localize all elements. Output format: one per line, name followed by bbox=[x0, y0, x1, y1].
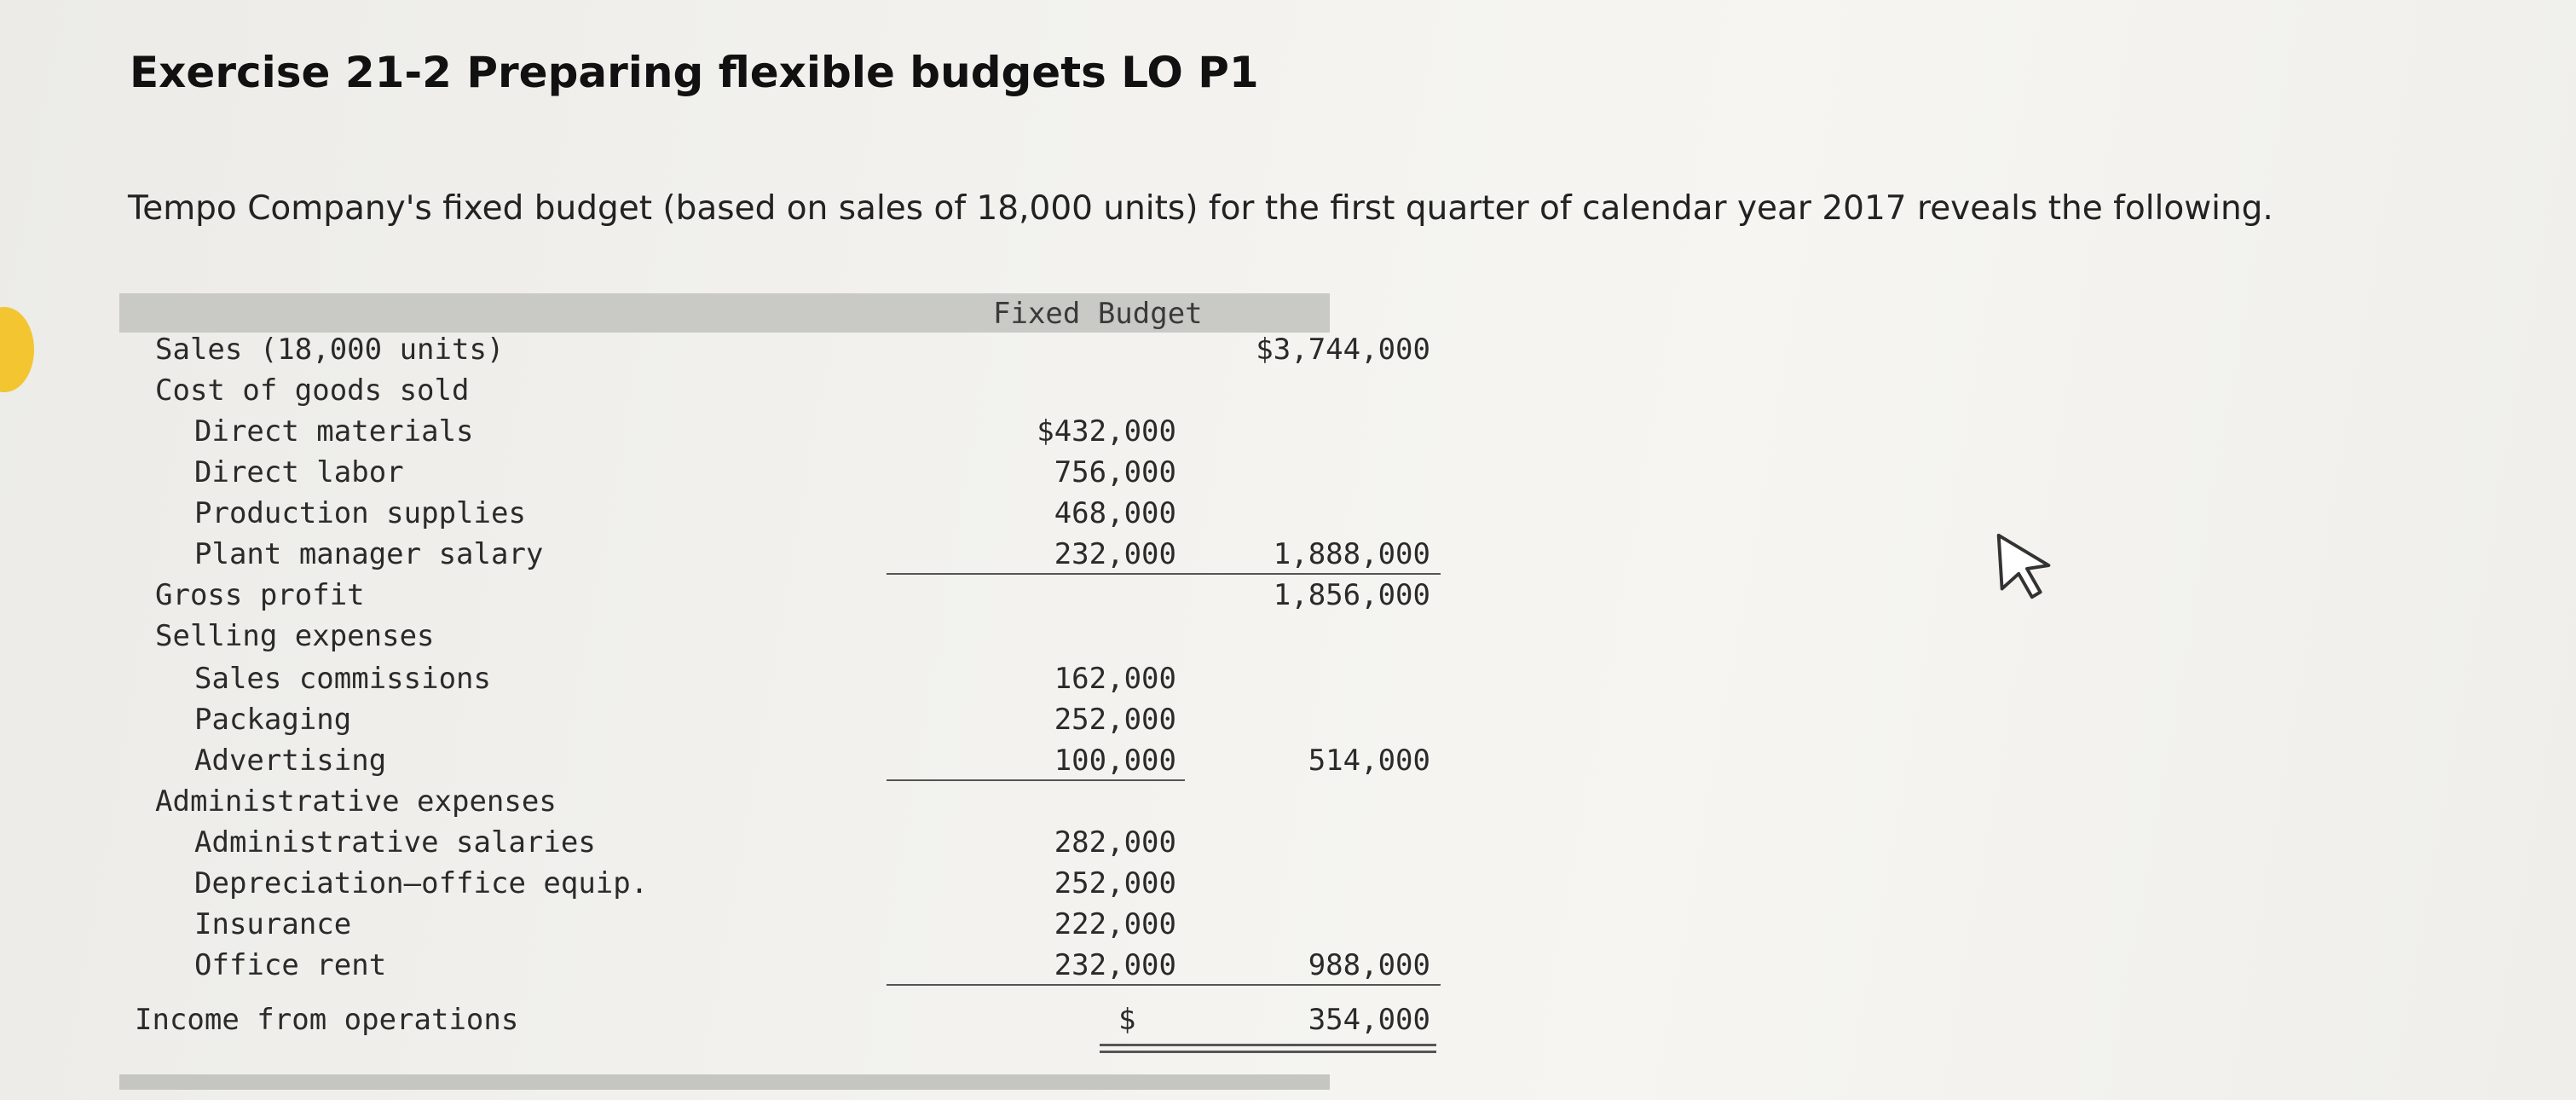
currency-symbol: $ bbox=[1118, 1003, 1136, 1037]
line-item-amount: 252,000 bbox=[1054, 703, 1176, 737]
line-item-amount: 222,000 bbox=[1054, 907, 1176, 941]
line-item-label: Plant manager salary bbox=[194, 537, 544, 571]
total-underline bbox=[1117, 573, 1441, 575]
subtotal-underline bbox=[887, 573, 1185, 575]
selling-label: Selling expenses bbox=[155, 619, 435, 653]
column-header-fixed-budget: Fixed Budget bbox=[993, 297, 1203, 331]
line-item-amount: 162,000 bbox=[1054, 662, 1176, 696]
line-item-label: Direct materials bbox=[194, 414, 474, 449]
table-row: Packaging 252,000 bbox=[119, 699, 1330, 740]
table-row: Office rent 232,000 988,000 bbox=[119, 945, 1441, 986]
table-row-admin-heading: Administrative expenses bbox=[119, 781, 1330, 822]
double-underline-top bbox=[1100, 1044, 1436, 1046]
cogs-label: Cost of goods sold bbox=[155, 373, 470, 408]
table-row: Depreciation—office equip. 252,000 bbox=[119, 863, 1330, 904]
gross-profit-total: 1,856,000 bbox=[1273, 578, 1430, 612]
total-underline bbox=[1117, 984, 1441, 986]
line-item-amount: 100,000 bbox=[1054, 744, 1176, 778]
table-row: Advertising 100,000 514,000 bbox=[119, 740, 1430, 781]
line-item-label: Administrative salaries bbox=[194, 825, 596, 860]
table-row: Direct labor 756,000 bbox=[119, 452, 1330, 493]
line-item-label: Packaging bbox=[194, 703, 352, 737]
income-label: Income from operations bbox=[135, 1003, 519, 1037]
table-row: Plant manager salary 232,000 1,888,000 bbox=[119, 534, 1430, 575]
table-row: Insurance 222,000 bbox=[119, 904, 1330, 945]
sales-total: $3,744,000 bbox=[1256, 333, 1430, 367]
admin-label: Administrative expenses bbox=[155, 784, 557, 819]
line-item-amount: $432,000 bbox=[1037, 414, 1176, 449]
mouse-pointer-icon bbox=[1996, 533, 2051, 599]
sales-label: Sales (18,000 units) bbox=[155, 333, 505, 367]
line-item-label: Advertising bbox=[194, 744, 387, 778]
subtotal-underline bbox=[887, 984, 1185, 986]
line-item-amount: 252,000 bbox=[1054, 866, 1176, 900]
cogs-total: 1,888,000 bbox=[1273, 537, 1430, 571]
line-item-amount: 468,000 bbox=[1054, 496, 1176, 530]
line-item-label: Office rent bbox=[194, 948, 387, 982]
line-item-label: Insurance bbox=[194, 907, 352, 941]
table-row: Sales commissions 162,000 bbox=[119, 658, 1330, 699]
page-title: Exercise 21-2 Preparing flexible budgets… bbox=[130, 48, 1259, 97]
table-row-sales: Sales (18,000 units) $3,744,000 bbox=[119, 329, 1430, 370]
line-item-amount: 282,000 bbox=[1054, 825, 1176, 860]
intro-text: Tempo Company's fixed budget (based on s… bbox=[128, 189, 2273, 228]
income-total: 354,000 bbox=[1308, 1003, 1430, 1037]
table-row-cogs-heading: Cost of goods sold bbox=[119, 370, 1330, 411]
line-item-amount: 756,000 bbox=[1054, 455, 1176, 489]
selling-total: 514,000 bbox=[1308, 744, 1430, 778]
table-row: Production supplies 468,000 bbox=[119, 493, 1330, 534]
line-item-amount: 232,000 bbox=[1054, 948, 1176, 982]
admin-total: 988,000 bbox=[1308, 948, 1430, 982]
table-footer bbox=[119, 1074, 1330, 1090]
double-underline-bottom bbox=[1100, 1051, 1436, 1053]
line-item-label: Production supplies bbox=[194, 496, 526, 530]
subtotal-underline bbox=[887, 779, 1185, 781]
line-item-label: Depreciation—office equip. bbox=[194, 866, 649, 900]
table-row: Direct materials $432,000 bbox=[119, 411, 1330, 452]
gross-profit-label: Gross profit bbox=[155, 578, 365, 612]
highlight-marker bbox=[0, 307, 34, 392]
line-item-label: Direct labor bbox=[194, 455, 404, 489]
fixed-budget-table: Fixed Budget Sales (18,000 units) $3,744… bbox=[119, 293, 1441, 1090]
table-row-gross-profit: Gross profit 1,856,000 bbox=[119, 575, 1430, 616]
table-row-income: Income from operations $ 354,000 bbox=[119, 999, 1430, 1040]
line-item-label: Sales commissions bbox=[194, 662, 491, 696]
line-item-amount: 232,000 bbox=[1054, 537, 1176, 571]
table-header: Fixed Budget bbox=[119, 293, 1330, 333]
table-row-selling-heading: Selling expenses bbox=[119, 616, 1330, 657]
table-row: Administrative salaries 282,000 bbox=[119, 822, 1330, 863]
